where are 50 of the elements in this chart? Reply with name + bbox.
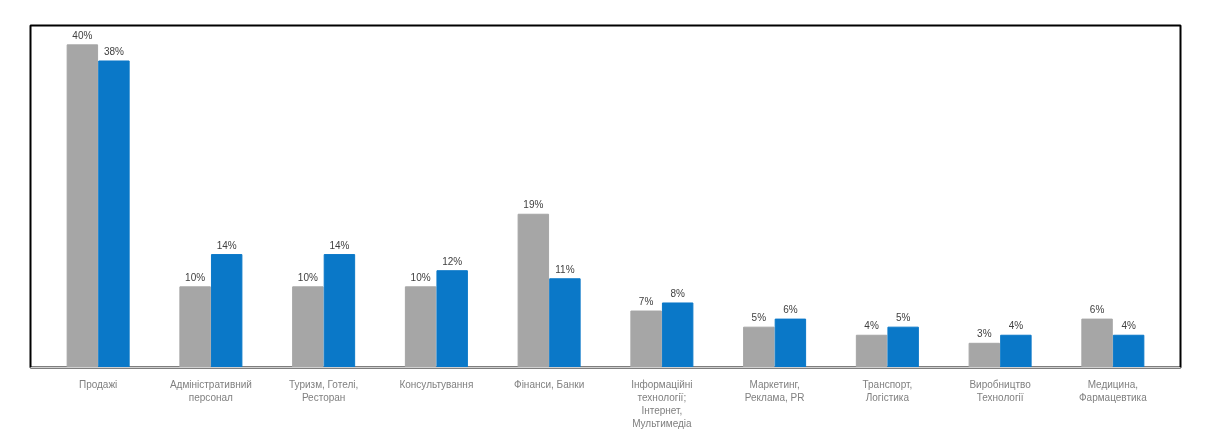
bar bbox=[1081, 318, 1113, 368]
bar bbox=[66, 44, 99, 368]
data-label: 10% bbox=[185, 271, 206, 283]
x-tick-label: Транспорт, Логістика bbox=[862, 378, 913, 403]
bar bbox=[887, 326, 919, 368]
bar bbox=[743, 326, 775, 368]
data-label: 14% bbox=[329, 239, 350, 251]
bar bbox=[630, 310, 662, 368]
x-tick-label: Адміністративний персонал bbox=[169, 378, 252, 403]
data-label: 5% bbox=[751, 312, 767, 324]
bar bbox=[179, 286, 211, 368]
data-label: 11% bbox=[555, 263, 575, 275]
data-label: 10% bbox=[410, 271, 431, 283]
data-label: 12% bbox=[442, 255, 463, 267]
bar bbox=[549, 278, 581, 368]
data-label: 3% bbox=[977, 328, 992, 340]
bar bbox=[1000, 334, 1032, 368]
x-tick-label: Виробництво Технології bbox=[969, 378, 1032, 403]
x-tick-label: Туризм, Готелі, Ресторан bbox=[289, 378, 359, 403]
x-tick-label: Консультування bbox=[399, 378, 474, 390]
data-label: 4% bbox=[1008, 320, 1024, 332]
data-label: 14% bbox=[216, 239, 237, 251]
bar bbox=[661, 302, 694, 368]
x-tick-label: Медицина, Фармацевтика bbox=[1078, 378, 1148, 403]
bar bbox=[1112, 334, 1145, 368]
data-label: 40% bbox=[72, 29, 93, 41]
data-label: 7% bbox=[638, 296, 654, 308]
bar bbox=[404, 286, 437, 368]
bar bbox=[517, 213, 550, 368]
data-label: 4% bbox=[864, 320, 879, 332]
bar bbox=[855, 334, 888, 368]
bar bbox=[968, 342, 1001, 368]
bar bbox=[436, 270, 468, 368]
bar bbox=[98, 60, 130, 368]
bar bbox=[210, 254, 243, 368]
x-tick-label: Інформаційні технології; Інтернет, Мультимедіа bbox=[631, 378, 693, 430]
data-label: 5% bbox=[895, 312, 911, 324]
data-label: 38% bbox=[103, 45, 125, 57]
x-tick-label: Маркетинг, Реклама, PR bbox=[744, 378, 805, 403]
data-label: 8% bbox=[670, 287, 685, 299]
data-label: 6% bbox=[783, 304, 798, 316]
bar bbox=[774, 318, 807, 368]
bar bbox=[323, 254, 356, 368]
x-tick-label: Продажі bbox=[78, 378, 118, 390]
data-label: 4% bbox=[1121, 320, 1136, 332]
x-tick-label: Фінанси, Банки bbox=[514, 378, 585, 390]
bar bbox=[292, 286, 324, 368]
data-label: 10% bbox=[297, 271, 318, 283]
data-label: 19% bbox=[523, 199, 544, 211]
data-label: 6% bbox=[1089, 304, 1105, 316]
